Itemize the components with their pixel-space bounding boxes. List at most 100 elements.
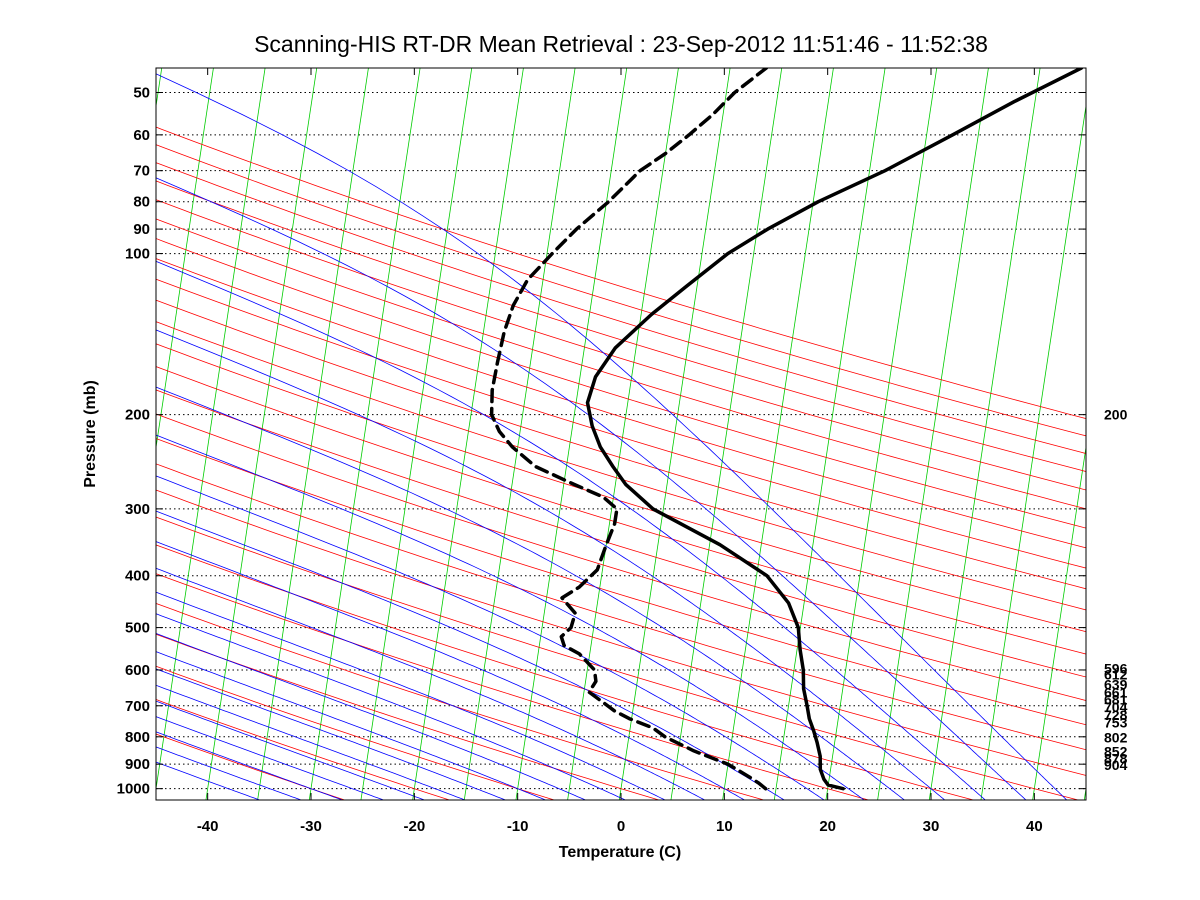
y-tick-label: 100: [125, 246, 150, 263]
moist-adiabat-line: [156, 386, 905, 800]
right-level-label: 904: [1104, 757, 1128, 773]
right-level-label: 802: [1104, 729, 1128, 745]
dry-adiabat-line: [156, 573, 869, 800]
y-tick-label: 500: [125, 620, 150, 637]
y-tick-label: 800: [125, 729, 150, 746]
right-level-label: 728: [1104, 707, 1128, 723]
dry-adiabat-line: [156, 544, 974, 800]
x-tick-label: -40: [197, 818, 219, 835]
right-level-label: 753: [1104, 715, 1128, 731]
isotherm-line: [360, 68, 473, 800]
isotherm-line: [1032, 444, 1086, 800]
moist-adiabat-line: [156, 684, 466, 800]
dry-adiabat-line: [156, 389, 1086, 678]
dry-adiabat-line: [156, 258, 1086, 549]
right-level-label: 661: [1104, 684, 1128, 700]
x-tick-label: 20: [819, 818, 836, 835]
background-lines: [156, 68, 1086, 800]
dry-adiabat-line: [156, 299, 1086, 590]
y-tick-label: 300: [125, 501, 150, 518]
right-level-label: 878: [1104, 750, 1128, 766]
dry-adiabat-line: [156, 366, 1086, 655]
dry-adiabat-line: [156, 438, 1086, 726]
temperature-profile-line: [585, 68, 1084, 791]
moist-adiabat-line: [156, 613, 626, 800]
moist-adiabat-line: [156, 475, 825, 800]
right-level-label: 681: [1104, 691, 1128, 707]
dry-adiabat-line: [156, 633, 660, 800]
moist-adiabat-line: [156, 746, 302, 800]
moist-adiabat-line: [156, 177, 1027, 800]
isotherm-line: [463, 68, 576, 800]
right-level-label: 596: [1104, 660, 1128, 676]
dry-adiabat-line: [156, 321, 1086, 611]
x-tick-label: -10: [507, 818, 529, 835]
y-tick-label: 600: [125, 662, 150, 679]
moist-adiabat-line: [156, 651, 546, 800]
y-axis-label: Pressure (mb): [82, 380, 99, 488]
dry-adiabat-line: [156, 516, 1079, 800]
moist-adiabat-line: [156, 700, 425, 800]
right-level-label: 852: [1104, 743, 1128, 759]
dry-adiabat-line: [156, 126, 1086, 419]
moist-adiabat-line: [156, 716, 384, 800]
y-tick-label: 50: [133, 84, 150, 101]
dry-adiabat-line: [156, 413, 1086, 701]
dry-adiabat-line: [156, 238, 1086, 529]
dry-adiabat-line: [156, 278, 1086, 569]
x-tick-label: 0: [617, 818, 625, 835]
y-tick-label: 60: [133, 127, 150, 144]
dry-adiabat-line: [156, 199, 1086, 491]
isotherm-line: [515, 68, 628, 800]
dry-adiabat-line: [156, 489, 1086, 776]
dry-adiabat-line: [156, 144, 1086, 437]
moist-adiabat-line: [156, 541, 745, 800]
x-tick-label: 10: [716, 818, 733, 835]
right-level-label: 612: [1104, 667, 1128, 683]
isotherm-line: [412, 68, 524, 800]
right-level-label: 200: [1104, 407, 1128, 423]
dewpoint-profile-line: [489, 68, 769, 791]
x-tick-label: 30: [923, 818, 940, 835]
x-tick-label: 40: [1026, 818, 1043, 835]
x-axis: -40 -30 -20 -10 0 10 20 30 40: [197, 68, 1043, 835]
dry-adiabat-line: [156, 343, 1086, 633]
moist-adiabat-line: [156, 632, 586, 800]
y-tick-label: 200: [125, 407, 150, 424]
isotherm-line: [156, 68, 214, 451]
moist-adiabat-line: [156, 329, 946, 800]
x-tick-label: -20: [403, 818, 425, 835]
isotherm-line: [205, 68, 318, 800]
moist-adiabat-line: [156, 591, 666, 800]
isotherm-line: [670, 68, 783, 800]
moist-adiabat-line: [156, 668, 506, 800]
y-tick-label: 80: [133, 194, 150, 211]
moist-adiabat-line: [156, 567, 705, 800]
y-tick-label: 900: [125, 756, 150, 773]
y-tick-label: 90: [133, 221, 150, 238]
moist-adiabat-line: [156, 434, 865, 800]
isotherm-line: [928, 68, 1041, 800]
dry-adiabat-line: [156, 180, 1086, 472]
chart-title: Scanning-HIS RT-DR Mean Retrieval : 23-S…: [254, 31, 988, 57]
moist-adiabat-line: [156, 731, 343, 800]
y-tick-label: 400: [125, 568, 150, 585]
y-tick-label: 70: [133, 163, 150, 180]
isotherm-line: [722, 68, 834, 800]
dry-adiabat-line: [156, 603, 764, 800]
x-axis-label: Temperature (C): [559, 844, 681, 861]
x-tick-label: -30: [300, 818, 322, 835]
y-tick-label: 700: [125, 698, 150, 715]
dry-adiabat-line: [156, 463, 1086, 751]
y-tick-label: 1000: [117, 781, 150, 798]
dry-adiabat-line: [156, 162, 1086, 454]
moist-adiabat-line: [156, 260, 986, 800]
y-axis: 50 60 70 80 90 100 200 300 400 500 600 700 800 900 100…: [117, 84, 1086, 798]
profile-lines: [489, 68, 1084, 791]
moist-adiabat-line: [156, 73, 1068, 800]
isotherm-line: [877, 68, 989, 800]
dry-adiabat-line: [156, 218, 1086, 510]
isotherm-line: [567, 68, 679, 800]
